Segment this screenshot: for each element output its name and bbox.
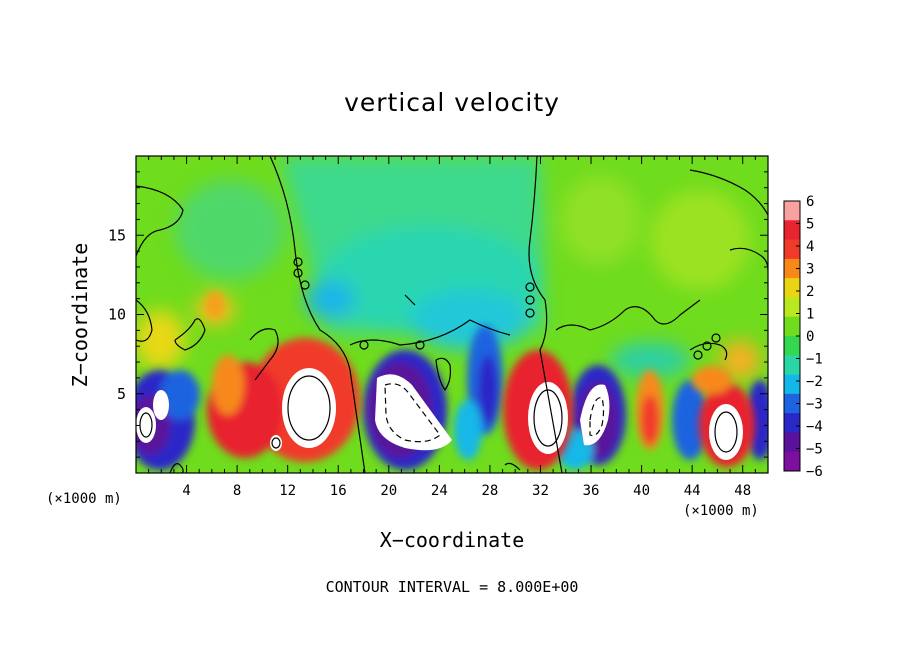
colorbar-label: 6 xyxy=(806,194,814,210)
colorbar-label: −4 xyxy=(806,419,823,435)
x-axis: 4 8 12 16 20 24 28 32 36 40 44 48 xyxy=(148,156,756,499)
colorbar-swatch xyxy=(784,336,800,356)
colorbar-swatch xyxy=(784,278,800,298)
contour-interval-note: CONTOUR INTERVAL = 8.000E+00 xyxy=(325,578,579,596)
x-tick-label: 44 xyxy=(684,483,701,499)
x-tick-label: 4 xyxy=(182,483,190,499)
colorbar-label: 3 xyxy=(806,262,814,278)
y-tick-label: 15 xyxy=(108,226,126,244)
x-axis-label: X−coordinate xyxy=(379,528,525,552)
x-tick-label: 12 xyxy=(279,483,296,499)
colorbar-swatch xyxy=(784,297,800,318)
x-tick-label: 40 xyxy=(633,483,650,499)
contour-lines xyxy=(136,156,768,473)
x-tick-label: 20 xyxy=(380,483,397,499)
colorbar-label: −2 xyxy=(806,374,823,390)
x-tick-label: 8 xyxy=(233,483,241,499)
x-tick-label: 24 xyxy=(431,483,448,499)
heatmap-field xyxy=(136,156,768,473)
y-tick-label: 5 xyxy=(117,385,126,403)
y-axis-label: Z−coordinate xyxy=(68,242,92,388)
colorbar-swatch xyxy=(784,374,800,395)
x-tick-label: 36 xyxy=(583,483,600,499)
colorbar-label: −3 xyxy=(806,397,823,413)
colorbar-swatch xyxy=(784,239,800,260)
colorbar-swatch xyxy=(784,316,800,337)
colorbar-swatch xyxy=(784,393,800,414)
colorbar-label: −5 xyxy=(806,442,823,458)
x-tick-label: 16 xyxy=(330,483,347,499)
colorbar-swatch xyxy=(784,201,800,221)
colorbar-swatch xyxy=(784,220,800,241)
colorbar-label: 2 xyxy=(806,284,814,300)
colorbar-swatch xyxy=(784,413,800,433)
colorbar-label: 4 xyxy=(806,239,814,255)
colorbar-label: −1 xyxy=(806,352,823,368)
x-units-label-right: (×1000 m) xyxy=(683,503,759,519)
x-tick-label: 48 xyxy=(734,483,751,499)
colorbar-swatch xyxy=(784,355,800,376)
y-axis: 5 10 15 xyxy=(108,171,768,458)
colorbar-label: 1 xyxy=(806,307,814,323)
y-tick-label: 10 xyxy=(108,306,126,324)
x-units-label-left: (×1000 m) xyxy=(46,491,122,507)
x-tick-label: 32 xyxy=(532,483,549,499)
colorbar-label: −6 xyxy=(806,464,823,480)
colorbar-label: 0 xyxy=(806,329,814,345)
x-tick-label: 28 xyxy=(481,483,498,499)
chart-title: vertical velocity xyxy=(344,88,560,117)
colorbar: 6 5 4 3 2 1 0 −1 −2 −3 −4 −5 −6 xyxy=(783,194,823,480)
colorbar-swatch xyxy=(784,258,800,279)
colorbar-label: 5 xyxy=(806,217,814,233)
colorbar-swatch xyxy=(784,432,800,453)
core-highlights xyxy=(136,368,743,460)
weak-field-shading xyxy=(136,156,760,380)
colorbar-swatch xyxy=(784,451,800,472)
